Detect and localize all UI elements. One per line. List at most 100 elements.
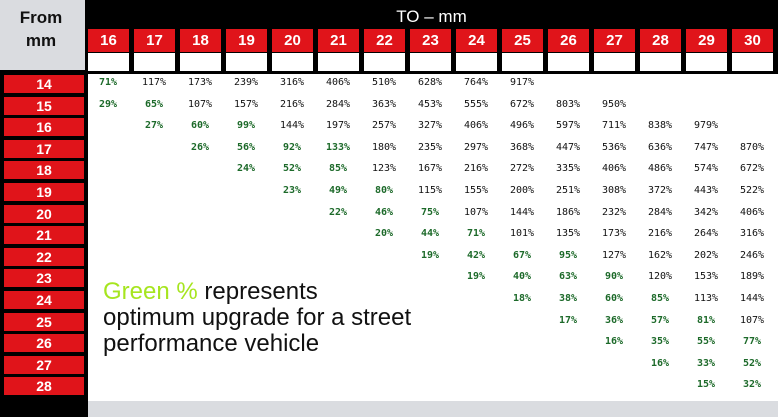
row-header-19: 19 xyxy=(4,183,84,201)
table-cell: 173% xyxy=(187,77,213,88)
table-cell: 200% xyxy=(509,185,535,196)
table-cell: 180% xyxy=(371,141,397,153)
table-cell: 52% xyxy=(742,357,762,369)
table-cell: 23% xyxy=(282,185,302,196)
table-cell: 22% xyxy=(328,206,348,218)
table-cell: 264% xyxy=(693,228,719,240)
table-cell: 917% xyxy=(509,77,535,88)
row-header-20: 20 xyxy=(4,204,84,223)
table-cell: 57% xyxy=(650,314,670,326)
table-cell: 81% xyxy=(696,314,716,326)
table-cell: 167% xyxy=(417,163,443,175)
table-cell: 443% xyxy=(693,185,719,196)
table-cell: 257% xyxy=(371,120,397,132)
table-cell: 189% xyxy=(739,271,765,283)
column-header-21: 21 xyxy=(318,29,359,52)
table-cell: 522% xyxy=(739,185,765,196)
table-cell: 316% xyxy=(279,77,305,88)
table-cell: 80% xyxy=(374,185,394,196)
table-cell: 628% xyxy=(417,77,443,88)
table-cell: 368% xyxy=(509,141,535,153)
table-cell: 363% xyxy=(371,98,397,110)
table-cell: 672% xyxy=(739,163,765,175)
column-header-spacer xyxy=(594,53,635,71)
table-cell: 406% xyxy=(463,120,489,132)
column-header-spacer xyxy=(502,53,543,71)
table-cell: 113% xyxy=(693,293,719,304)
table-cell: 60% xyxy=(190,120,210,132)
row-header-27: 27 xyxy=(4,355,84,374)
table-cell: 406% xyxy=(601,163,627,175)
table-cell: 33% xyxy=(696,357,716,369)
row-header-22: 22 xyxy=(4,247,84,266)
column-header-18: 18 xyxy=(180,29,221,52)
table-cell: 115% xyxy=(417,185,443,196)
table-cell: 406% xyxy=(325,77,351,88)
table-cell: 838% xyxy=(647,120,673,132)
from-axis-label: From mm xyxy=(2,6,80,52)
table-cell: 447% xyxy=(555,141,581,153)
table-cell: 71% xyxy=(466,228,486,240)
table-cell: 18% xyxy=(512,293,532,304)
table-cell: 133% xyxy=(325,141,351,153)
column-header-26: 26 xyxy=(548,29,589,52)
table-cell: 46% xyxy=(374,206,394,218)
table-cell: 764% xyxy=(463,77,489,88)
column-header-spacer xyxy=(226,53,267,71)
column-header-spacer xyxy=(364,53,405,71)
table-cell: 327% xyxy=(417,120,443,132)
table-cell: 71% xyxy=(98,77,118,88)
table-cell: 120% xyxy=(647,271,673,283)
table-cell: 308% xyxy=(601,185,627,196)
column-header-spacer xyxy=(272,53,313,71)
table-cell: 144% xyxy=(509,206,535,218)
table-cell: 335% xyxy=(555,163,581,175)
table-cell: 486% xyxy=(647,163,673,175)
column-header-29: 29 xyxy=(686,29,727,52)
table-cell: 19% xyxy=(420,249,440,261)
table-cell: 16% xyxy=(650,357,670,369)
table-cell: 55% xyxy=(696,336,716,348)
table-cell: 52% xyxy=(282,163,302,175)
column-header-spacer xyxy=(548,53,589,71)
table-cell: 135% xyxy=(555,228,581,240)
column-header-spacer xyxy=(732,53,773,71)
row-header-18: 18 xyxy=(4,161,84,180)
table-cell: 246% xyxy=(739,249,765,261)
row-header-14: 14 xyxy=(4,75,84,93)
row-header-24: 24 xyxy=(4,291,84,309)
column-header-spacer xyxy=(410,53,451,71)
table-cell: 40% xyxy=(512,271,532,283)
table-cell: 117% xyxy=(141,77,167,88)
table-cell: 20% xyxy=(374,228,394,240)
legend-highlight: Green % xyxy=(103,278,198,305)
table-cell: 216% xyxy=(463,163,489,175)
row-header-23: 23 xyxy=(4,269,84,288)
column-header-spacer xyxy=(686,53,727,71)
row-header-26: 26 xyxy=(4,334,84,353)
table-cell: 67% xyxy=(512,249,532,261)
table-cell: 316% xyxy=(739,228,765,240)
table-cell: 155% xyxy=(463,185,489,196)
table-cell: 803% xyxy=(555,98,581,110)
row-header-21: 21 xyxy=(4,226,84,245)
table-cell: 17% xyxy=(558,314,578,326)
table-cell: 19% xyxy=(466,271,486,283)
row-header-15: 15 xyxy=(4,96,84,115)
table-cell: 77% xyxy=(742,336,762,348)
table-cell: 597% xyxy=(555,120,581,132)
table-cell: 672% xyxy=(509,98,535,110)
table-cell: 157% xyxy=(233,98,259,110)
table-cell: 144% xyxy=(739,293,765,304)
column-header-spacer xyxy=(180,53,221,71)
table-cell: 60% xyxy=(604,293,624,304)
legend-line1: Green % represents xyxy=(103,279,523,305)
table-cell: 92% xyxy=(282,141,302,153)
table-cell: 197% xyxy=(325,120,351,132)
table-cell: 536% xyxy=(601,141,627,153)
table-cell: 186% xyxy=(555,206,581,218)
table-cell: 235% xyxy=(417,141,443,153)
table-cell: 49% xyxy=(328,185,348,196)
column-header-19: 19 xyxy=(226,29,267,52)
table-cell: 272% xyxy=(509,163,535,175)
